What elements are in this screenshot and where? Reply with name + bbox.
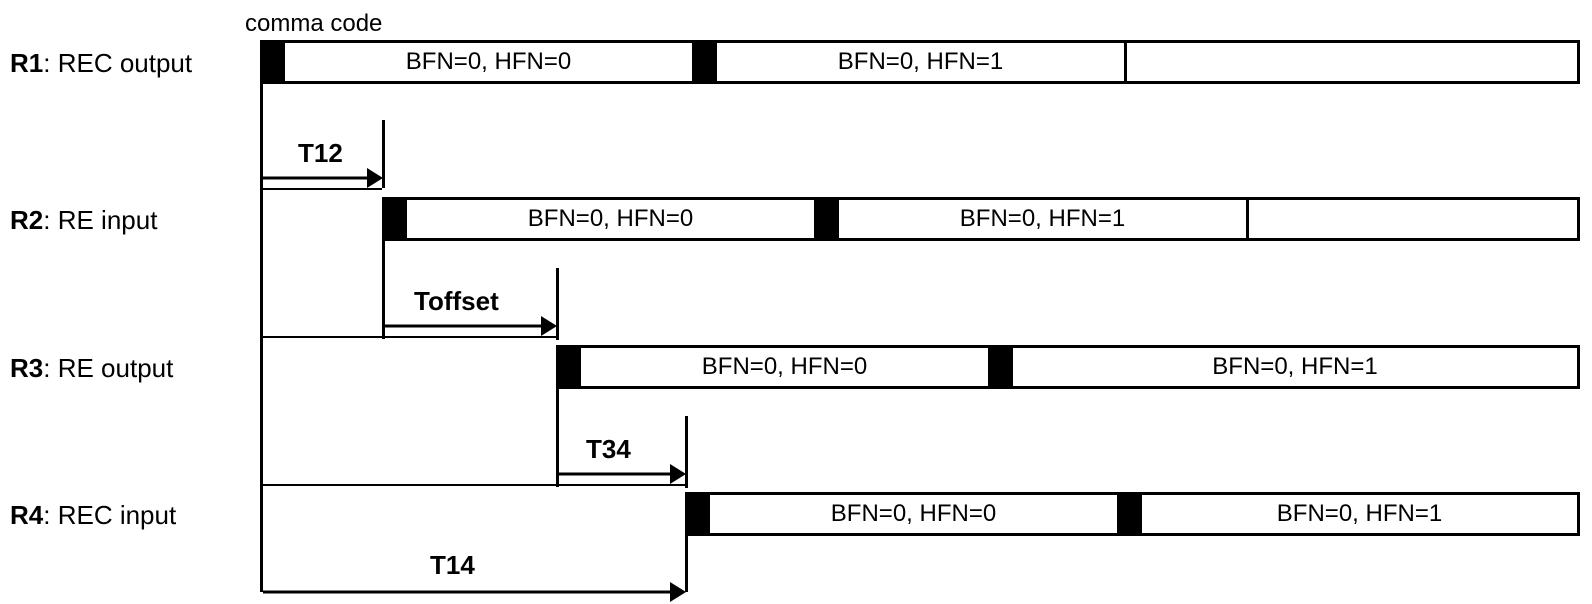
r2-frame-0-text: BFN=0, HFN=0 — [528, 205, 693, 233]
r2-frame-1: BFN=0, HFN=1 — [839, 200, 1249, 238]
r3-name: RE output — [58, 353, 174, 383]
t14-arrow — [263, 582, 684, 602]
r4-comma-0 — [688, 495, 710, 533]
t12-guide — [263, 188, 382, 190]
comma-code-text: comma code — [245, 10, 382, 37]
r3-comma-0 — [559, 348, 581, 386]
r4-frame-0: BFN=0, HFN=0 — [710, 495, 1120, 533]
t34-arrow — [559, 464, 684, 484]
r3-frame-1-text: BFN=0, HFN=1 — [1212, 353, 1377, 381]
r3-strip: BFN=0, HFN=0 BFN=0, HFN=1 — [556, 345, 1580, 389]
toffset-guide — [263, 336, 556, 338]
row-r2-label: R2: RE input — [10, 205, 157, 236]
r2-strip: BFN=0, HFN=0 BFN=0, HFN=1 — [382, 197, 1580, 241]
r1-frame-0-text: BFN=0, HFN=0 — [406, 48, 571, 76]
r2-frame-1-text: BFN=0, HFN=1 — [960, 205, 1125, 233]
timing-diagram: comma code R1: REC output R2: RE input R… — [10, 10, 1582, 594]
r2-frame-0: BFN=0, HFN=0 — [407, 200, 817, 238]
r3-frame-0: BFN=0, HFN=0 — [581, 348, 991, 386]
r1-frame-0: BFN=0, HFN=0 — [285, 43, 695, 81]
t34-label: T34 — [586, 434, 631, 465]
t34-text: T34 — [586, 434, 631, 464]
r1-strip: BFN=0, HFN=0 BFN=0, HFN=1 — [260, 40, 1580, 84]
toffset-label: Toffset — [414, 286, 499, 317]
r3-frame-0-text: BFN=0, HFN=0 — [702, 353, 867, 381]
r4-strip: BFN=0, HFN=0 BFN=0, HFN=1 — [685, 492, 1580, 536]
r4-frame-1-text: BFN=0, HFN=1 — [1277, 500, 1442, 528]
r1-frame-1: BFN=0, HFN=1 — [717, 43, 1127, 81]
toffset-arrow — [385, 316, 555, 336]
left-reference-line — [260, 40, 263, 592]
row-r1-label: R1: REC output — [10, 48, 192, 79]
r4-frame-1: BFN=0, HFN=1 — [1142, 495, 1577, 533]
r1-id: R1 — [10, 48, 43, 78]
row-r3-label: R3: RE output — [10, 353, 173, 384]
r4-frame-0-text: BFN=0, HFN=0 — [831, 500, 996, 528]
t34-guide — [263, 484, 685, 486]
t12-label: T12 — [298, 138, 343, 169]
r2-id: R2 — [10, 205, 43, 235]
r2-comma-0 — [385, 200, 407, 238]
comma-code-title: comma code — [245, 10, 382, 38]
t12-text: T12 — [298, 138, 343, 168]
r4-id: R4 — [10, 500, 43, 530]
r1-frame-1-text: BFN=0, HFN=1 — [838, 48, 1003, 76]
r1-frame-2 — [1127, 43, 1577, 81]
r1-comma-0 — [263, 43, 285, 81]
r3-frame-1: BFN=0, HFN=1 — [1013, 348, 1577, 386]
t14-label: T14 — [430, 550, 475, 581]
r4-comma-1 — [1120, 495, 1142, 533]
t14-text: T14 — [430, 550, 475, 580]
r2-name: RE input — [58, 205, 158, 235]
r4-name: REC input — [58, 500, 177, 530]
r1-name: REC output — [58, 48, 192, 78]
t12-arrow — [263, 168, 381, 188]
r3-comma-1 — [991, 348, 1013, 386]
r2-frame-2 — [1249, 200, 1577, 238]
r3-id: R3 — [10, 353, 43, 383]
r1-comma-1 — [695, 43, 717, 81]
row-r4-label: R4: REC input — [10, 500, 176, 531]
toffset-text: Toffset — [414, 286, 499, 316]
r2-comma-1 — [817, 200, 839, 238]
